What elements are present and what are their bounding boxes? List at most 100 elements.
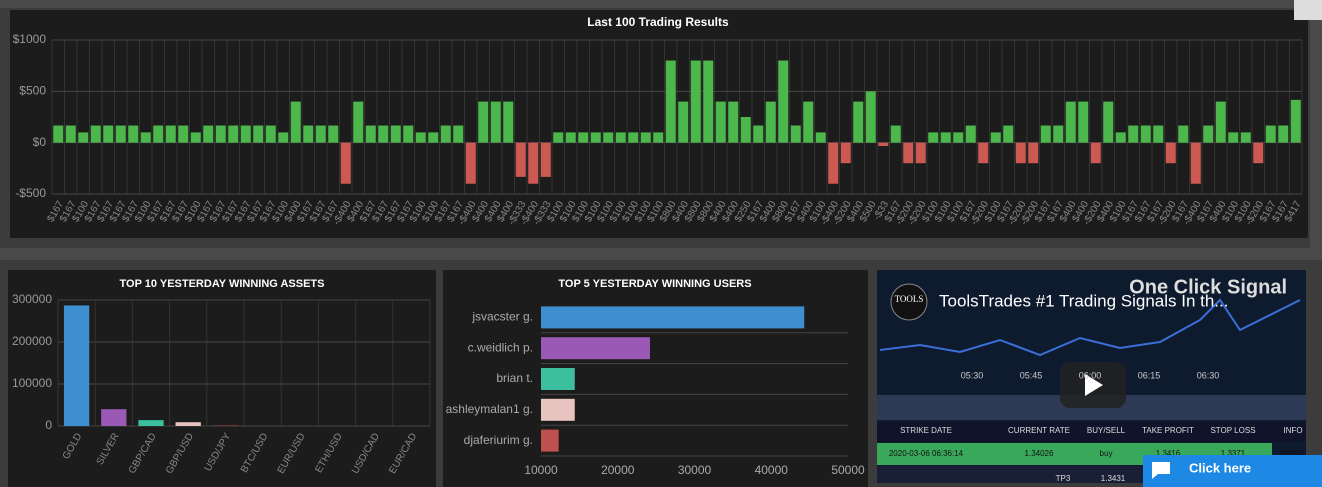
bar <box>878 142 889 147</box>
bar <box>541 429 559 452</box>
bar <box>541 306 805 329</box>
bar <box>903 142 914 164</box>
bar <box>63 305 90 426</box>
video-time: 05:30 <box>961 370 984 380</box>
bar <box>203 125 214 143</box>
y-tick-label: jsvacster g. <box>471 310 533 324</box>
bar <box>1103 101 1114 143</box>
bar <box>953 132 964 143</box>
bar <box>453 125 464 143</box>
bar <box>541 368 575 390</box>
panel-users <box>443 270 868 487</box>
bar <box>503 101 514 143</box>
bar <box>290 101 301 143</box>
bar <box>215 125 226 143</box>
video-time: 06:00 <box>1079 370 1102 380</box>
y-tick-label: ashleymalan1 g. <box>446 402 533 416</box>
chat-button[interactable] <box>1143 455 1322 487</box>
video-header: INFO <box>1283 426 1302 435</box>
edit-icon[interactable] <box>1294 0 1322 20</box>
bar <box>303 125 314 143</box>
video-table-head <box>877 422 1306 442</box>
video-cell: MORE <box>1281 449 1305 458</box>
bar <box>665 60 676 143</box>
y-tick-label: 200000 <box>12 334 52 348</box>
chart-title: Last 100 Trading Results <box>587 15 729 29</box>
bar <box>615 132 626 143</box>
bar <box>1290 99 1301 143</box>
video-time: 06:15 <box>1138 370 1161 380</box>
bar <box>978 142 989 164</box>
bar <box>1128 125 1139 143</box>
bar <box>690 60 701 143</box>
bar <box>653 132 664 143</box>
bar <box>1028 142 1039 164</box>
bar <box>140 132 151 143</box>
bar <box>528 142 539 184</box>
chat-icon <box>1152 462 1170 479</box>
bar <box>578 132 589 143</box>
bar <box>253 125 264 143</box>
bar <box>1015 142 1026 164</box>
bar <box>138 420 164 426</box>
bar <box>565 132 576 143</box>
video-line <box>879 298 1301 357</box>
video-header: STOP LOSS <box>1210 426 1255 435</box>
bar <box>103 125 114 143</box>
bar <box>515 142 526 177</box>
video-footer: TP3 <box>1056 474 1071 483</box>
bar <box>490 101 501 143</box>
video-overlay: One Click Signal <box>1129 276 1287 298</box>
bar <box>678 101 689 143</box>
bar <box>1190 142 1201 184</box>
bar <box>90 125 101 143</box>
bar <box>240 125 251 143</box>
bar <box>378 125 389 143</box>
x-tick-label: 30000 <box>678 463 712 477</box>
bar <box>1265 125 1276 143</box>
x-tick-label: 20000 <box>601 463 635 477</box>
y-tick-label: c.weidlich p. <box>468 340 533 354</box>
logo-text: TOOLS <box>895 294 924 304</box>
video-header: TAKE PROFIT <box>1142 426 1194 435</box>
bar <box>128 125 139 143</box>
bar <box>415 132 426 143</box>
bar <box>53 125 64 143</box>
video-header: BUY/SELL <box>1087 426 1126 435</box>
bar <box>553 132 564 143</box>
bar <box>1240 132 1251 143</box>
bar <box>190 132 201 143</box>
bar <box>78 132 89 143</box>
bar <box>790 125 801 143</box>
bar <box>153 125 164 143</box>
bar <box>478 101 489 143</box>
bar <box>1253 142 1264 164</box>
chart-title: TOP 5 YESTERDAY WINNING USERS <box>558 278 751 290</box>
bar <box>353 101 364 143</box>
bar <box>1078 101 1089 143</box>
bar <box>865 91 876 143</box>
x-tick-label: 50000 <box>831 463 865 477</box>
bar <box>803 101 814 143</box>
bar <box>990 132 1001 143</box>
y-tick-label: 300000 <box>12 292 52 306</box>
bar <box>540 142 551 177</box>
bar <box>340 142 351 184</box>
bar <box>65 125 76 143</box>
bar <box>1278 125 1289 143</box>
bar <box>1153 125 1164 143</box>
bar <box>328 125 339 143</box>
bar <box>853 101 864 143</box>
bar <box>278 132 289 143</box>
y-tick-label: 100000 <box>12 376 52 390</box>
bar <box>703 60 714 143</box>
bar <box>965 125 976 143</box>
bar <box>365 125 376 143</box>
video-time: 05:45 <box>1020 370 1043 380</box>
y-tick-label: 0 <box>45 418 52 432</box>
bar <box>828 142 839 184</box>
chat-label[interactable]: Click here <box>1189 460 1251 475</box>
panel-inner <box>10 10 1308 238</box>
bar <box>728 101 739 143</box>
